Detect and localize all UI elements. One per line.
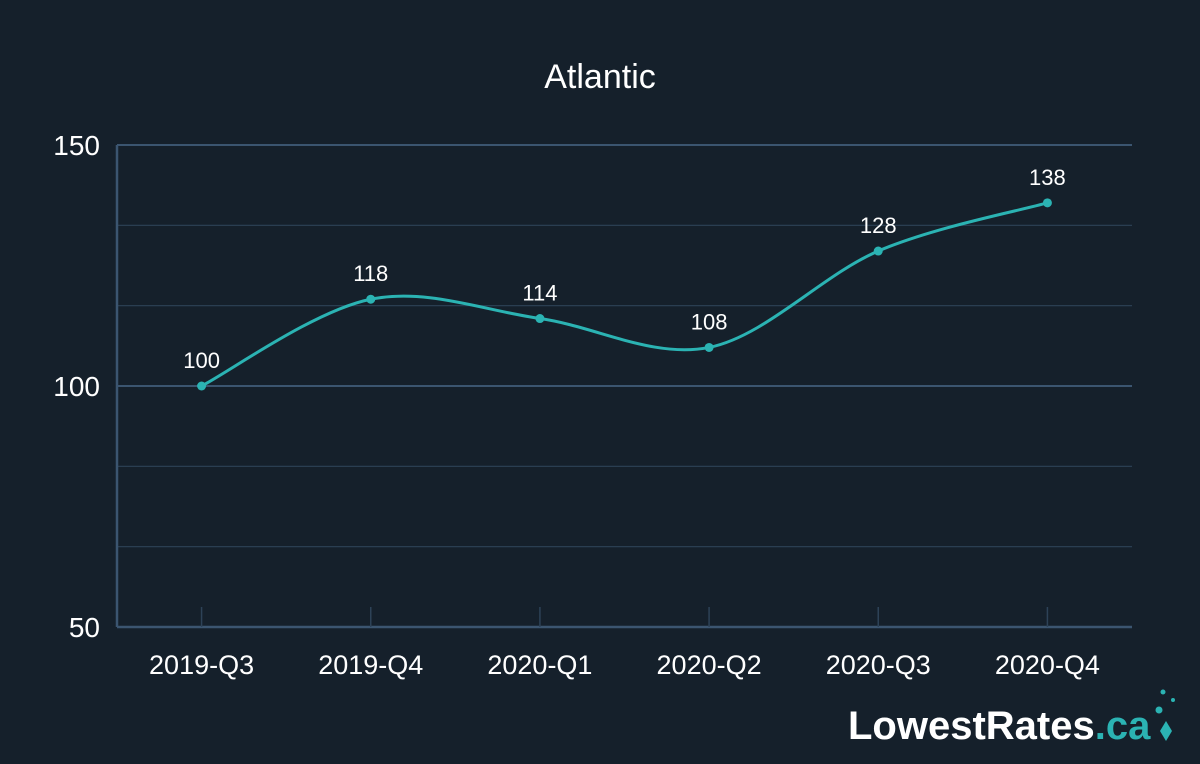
- grid-lines: [117, 144, 1132, 548]
- logo-domain-suffix: .ca: [1095, 704, 1151, 748]
- x-tick-label: 2019-Q4: [318, 650, 423, 680]
- y-tick-label: 150: [53, 130, 100, 161]
- y-tick-label: 100: [53, 371, 100, 402]
- lowestrates-logo: LowestRates.ca: [848, 689, 1175, 748]
- data-point: [535, 314, 545, 324]
- axes: [115, 145, 1132, 629]
- data-label: 108: [691, 309, 728, 334]
- data-point: [197, 381, 207, 391]
- series-line: [200, 201, 1048, 388]
- x-tick-label: 2020-Q2: [657, 650, 762, 680]
- x-axis-ticks: 2019-Q3 2019-Q4 2020-Q1 2020-Q2 2020-Q3 2020-…: [149, 607, 1100, 680]
- data-label: 138: [1029, 165, 1066, 190]
- data-point: [704, 342, 714, 352]
- data-points: [197, 198, 1052, 391]
- data-label: 114: [522, 281, 557, 306]
- x-tick-label: 2019-Q3: [149, 650, 254, 680]
- data-point: [873, 246, 883, 256]
- x-tick-label: 2020-Q4: [995, 650, 1100, 680]
- logo-wordmark: LowestRates: [848, 704, 1095, 748]
- data-label: 128: [860, 213, 897, 238]
- y-axis-ticks: 50 100 150: [53, 130, 100, 643]
- data-labels: 100 118 114 108 128 138: [183, 165, 1066, 373]
- data-label: 118: [353, 261, 388, 286]
- data-point: [366, 294, 376, 304]
- logo-text: LowestRates.ca: [848, 704, 1151, 748]
- series-line-group: [200, 201, 1048, 388]
- x-tick-label: 2020-Q1: [487, 650, 592, 680]
- data-point: [1042, 198, 1052, 208]
- sparkle-icon: [1155, 689, 1175, 741]
- y-tick-label: 50: [69, 612, 100, 643]
- x-tick-label: 2020-Q3: [826, 650, 931, 680]
- chart-title: Atlantic: [544, 58, 656, 96]
- data-label: 100: [183, 348, 220, 373]
